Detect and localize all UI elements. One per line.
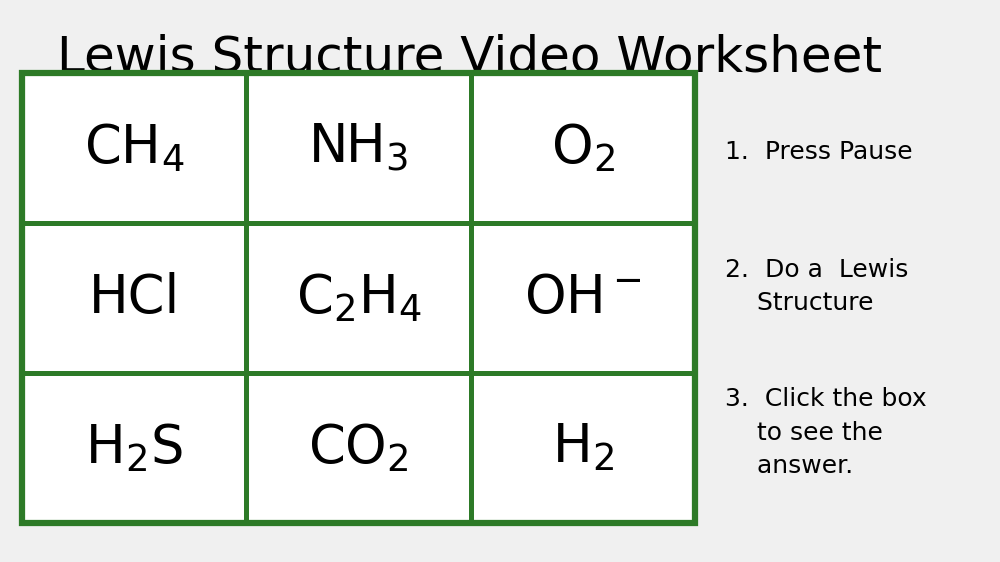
Text: HCl: HCl	[89, 272, 180, 324]
Text: H$_2$: H$_2$	[552, 422, 614, 474]
Text: CH$_4$: CH$_4$	[84, 121, 184, 174]
Bar	[246, 73, 471, 223]
Bar	[22, 73, 695, 523]
Text: OH$^-$: OH$^-$	[524, 272, 642, 324]
Bar	[471, 223, 695, 373]
Text: 2.  Do a  Lewis
    Structure: 2. Do a Lewis Structure	[725, 258, 908, 315]
Text: NH$_3$: NH$_3$	[308, 122, 409, 174]
Text: CO$_2$: CO$_2$	[308, 422, 409, 474]
Text: O$_2$: O$_2$	[551, 121, 615, 174]
Text: 1.  Press Pause: 1. Press Pause	[725, 140, 913, 164]
Bar	[22, 223, 246, 373]
Bar	[22, 373, 246, 523]
Text: H$_2$S: H$_2$S	[85, 422, 183, 474]
Text: 3.  Click the box
    to see the
    answer.: 3. Click the box to see the answer.	[725, 387, 927, 478]
Bar	[471, 73, 695, 223]
Bar	[246, 373, 471, 523]
Bar	[22, 73, 246, 223]
Text: Lewis Structure Video Worksheet: Lewis Structure Video Worksheet	[57, 34, 883, 81]
Text: C$_2$H$_4$: C$_2$H$_4$	[296, 271, 421, 324]
Bar	[246, 223, 471, 373]
Bar	[471, 373, 695, 523]
